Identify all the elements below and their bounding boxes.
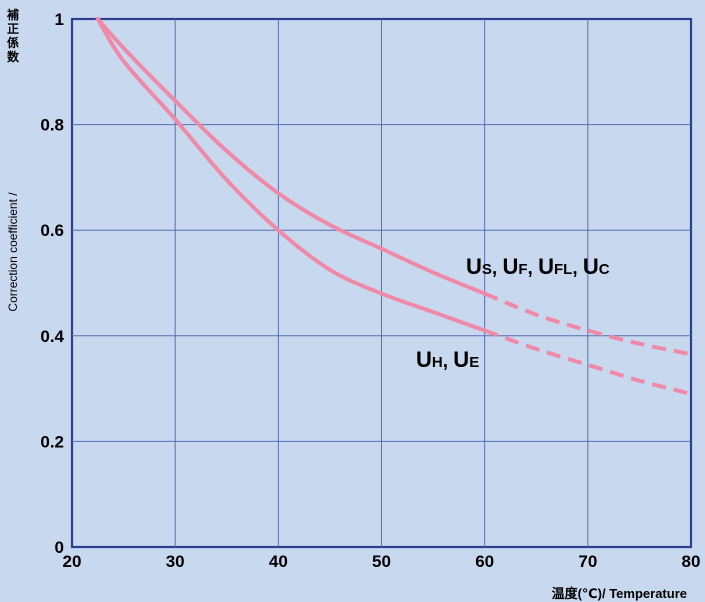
series-line-dashed-1: [484, 328, 692, 396]
series-line-1: [95, 17, 487, 333]
y-tick-label: 0.6: [40, 221, 64, 240]
y-tick-label: 0.8: [40, 116, 64, 135]
y-tick-label: 0.2: [40, 432, 64, 451]
series-label-1: UH, UE: [416, 347, 479, 372]
x-axis-label: 温度(℃)/ Temperature: [551, 586, 687, 601]
y-axis-label-jp: 補正係数: [6, 8, 19, 64]
x-tick-label: 80: [682, 552, 701, 571]
x-tick-label: 50: [372, 552, 391, 571]
y-axis-label: 補正係数 Correction coefficient /: [0, 0, 26, 312]
series-label-0: US, UF, UFL, UC: [466, 254, 610, 279]
x-tick-label: 30: [166, 552, 185, 571]
x-tick-label: 60: [475, 552, 494, 571]
x-tick-label: 20: [63, 552, 82, 571]
y-tick-label: 1: [55, 10, 64, 29]
x-tick-label: 40: [269, 552, 288, 571]
y-tick-label: 0.4: [40, 327, 64, 346]
y-axis-label-en: Correction coefficient /: [6, 192, 20, 312]
y-tick-label: 0: [55, 538, 64, 557]
series-line-dashed-0: [483, 291, 692, 357]
series-line-0: [95, 17, 487, 296]
x-tick-label: 70: [578, 552, 597, 571]
